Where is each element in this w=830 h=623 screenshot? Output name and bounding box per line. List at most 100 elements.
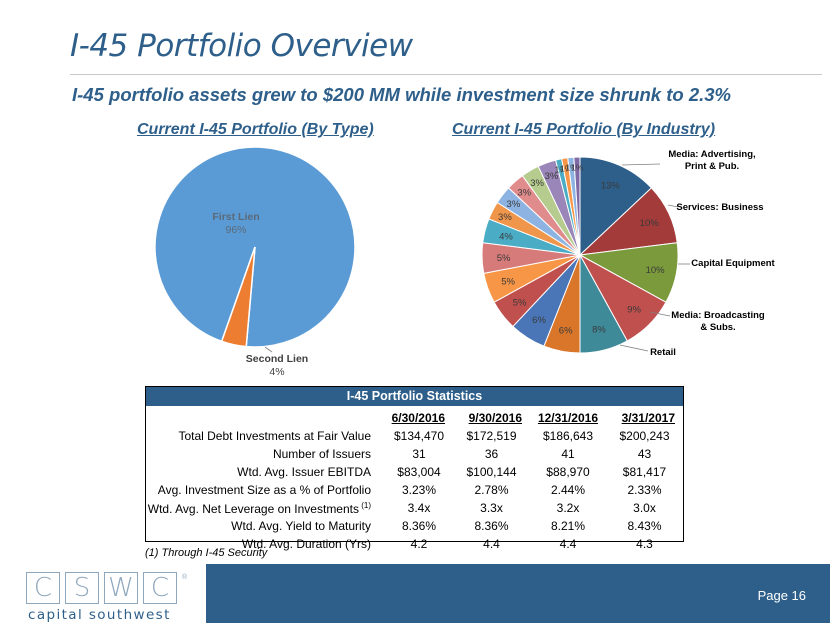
pie-leader-line bbox=[649, 311, 671, 317]
logo-letter: S bbox=[65, 572, 99, 604]
pie-slice-value: 9% bbox=[627, 305, 641, 316]
table-row: Wtd. Avg. Yield to Maturity 8.36% 8.36% 8.2… bbox=[146, 517, 683, 535]
stats-row-label: Wtd. Avg. Net Leverage on Investments (1… bbox=[146, 499, 385, 517]
stats-table-header: I-45 Portfolio Statistics bbox=[146, 387, 683, 406]
stats-cell: 4.4 bbox=[483, 537, 500, 551]
logo-letter: W bbox=[104, 572, 138, 604]
pie-slice bbox=[220, 246, 256, 348]
pie-slice-value: 5% bbox=[501, 276, 515, 287]
stats-cell: 2.78% bbox=[474, 483, 509, 497]
pie-slice-value: 3% bbox=[530, 178, 544, 189]
pie-leader-line bbox=[619, 344, 649, 352]
logo-company-name: capital southwest bbox=[28, 607, 171, 623]
stats-cell: $88,970 bbox=[546, 465, 590, 479]
table-row: Wtd. Avg. Duration (Yrs) 4.2 4.4 4.4 4.3 bbox=[146, 535, 683, 553]
pie-slice-value: 1% bbox=[566, 163, 579, 173]
stats-row-label: Wtd. Avg. Issuer EBITDA bbox=[146, 463, 385, 481]
pie-slice-value: 6% bbox=[559, 326, 573, 337]
stats-cell: $200,243 bbox=[619, 429, 670, 443]
stats-row-label: Number of Issuers bbox=[146, 445, 385, 463]
pie-slice-label: First Lien bbox=[212, 211, 259, 223]
stats-cell: 8.36% bbox=[401, 519, 437, 533]
stats-col-header: 3/31/2017 bbox=[621, 410, 675, 425]
stats-column-headers: 6/30/2016 9/30/2016 12/31/2016 3/31/2017 bbox=[146, 408, 683, 427]
page-title: I-45 Portfolio Overview bbox=[70, 28, 413, 64]
pie-slice-value: 3% bbox=[545, 171, 559, 182]
stats-cell: 2.33% bbox=[627, 483, 662, 497]
stats-cell: 3.23% bbox=[401, 483, 437, 497]
stats-cell: 36 bbox=[484, 447, 499, 461]
company-logo: C S W C ® capital southwest bbox=[0, 564, 206, 623]
pie-slice-value: 4% bbox=[269, 366, 284, 378]
stats-cell: 3.4x bbox=[407, 501, 431, 515]
pie-leader-line bbox=[264, 346, 273, 353]
stats-cell: 3.2x bbox=[556, 501, 580, 515]
stats-row-label-text: Number of Issuers bbox=[272, 447, 371, 461]
pie-slice-value: 1% bbox=[560, 163, 573, 173]
stats-row-label: Total Debt Investments at Fair Value bbox=[146, 427, 385, 445]
table-row: Avg. Investment Size as a % of Portfolio… bbox=[146, 481, 683, 499]
stats-cell: $172,519 bbox=[466, 429, 517, 443]
chart-title-by-industry: Current I-45 Portfolio (By Industry) bbox=[452, 121, 716, 138]
stats-row-label: Wtd. Avg. Duration (Yrs) bbox=[146, 535, 385, 553]
stats-cell: $186,643 bbox=[542, 429, 594, 443]
pie-slice-value: 13% bbox=[601, 180, 621, 191]
logo-registered-mark: ® bbox=[182, 574, 188, 581]
stats-cell: 3.0x bbox=[633, 501, 656, 515]
stats-cell: $100,144 bbox=[466, 465, 517, 479]
pie-slice-value: 5% bbox=[497, 253, 511, 264]
pie-category-label: Capital Equipment bbox=[691, 258, 775, 269]
pie-slice-value: 3% bbox=[517, 187, 531, 198]
pie-slice-value: 3% bbox=[498, 212, 512, 223]
pie-slice bbox=[573, 156, 581, 256]
table-row: Number of Issuers 31 36 41 43 bbox=[146, 445, 683, 463]
stats-cell: $134,470 bbox=[393, 429, 445, 443]
stats-cell: 8.43% bbox=[627, 519, 662, 533]
pie-slice bbox=[579, 156, 653, 257]
stats-cell: 4.2 bbox=[410, 537, 428, 551]
pie-slice-value: 3% bbox=[507, 199, 521, 210]
pie-category-label: Retail bbox=[650, 347, 676, 358]
page-subtitle: I-45 portfolio assets grew to $200 MM wh… bbox=[72, 84, 731, 105]
stats-table: 6/30/2016 9/30/2016 12/31/2016 3/31/2017… bbox=[146, 408, 683, 553]
stats-row-label: Wtd. Avg. Yield to Maturity bbox=[146, 517, 385, 535]
pie-slice-value: 8% bbox=[592, 325, 606, 336]
logo-letter: C bbox=[143, 572, 177, 604]
stats-col-header: 9/30/2016 bbox=[468, 410, 522, 425]
stats-cell: 43 bbox=[637, 447, 652, 461]
stats-row-label-text: Wtd. Avg. Net Leverage on Investments bbox=[147, 501, 359, 516]
table-row: Total Debt Investments at Fair Value $134… bbox=[146, 427, 683, 445]
stats-cell: 4.4 bbox=[559, 537, 577, 551]
pie-category-label: Services: Business bbox=[676, 202, 763, 213]
stats-row-label-text: Avg. Investment Size as a % of Portfolio bbox=[157, 483, 371, 497]
chart-title-by-type: Current I-45 Portfolio (By Type) bbox=[137, 121, 374, 138]
stats-cell: 8.21% bbox=[550, 519, 586, 533]
stats-row-label-text: Wtd. Avg. Yield to Maturity bbox=[231, 519, 371, 533]
pie-leader-line bbox=[667, 204, 679, 208]
table-row: Wtd. Avg. Net Leverage on Investments (1… bbox=[146, 499, 683, 517]
pie-category-label: Media: Advertising, Print & Pub. bbox=[668, 149, 755, 172]
footnote: (1) Through I-45 Security bbox=[145, 547, 268, 559]
title-divider bbox=[70, 74, 822, 75]
page-number: Page 16 bbox=[757, 588, 806, 603]
table-row: Wtd. Avg. Issuer EBITDA $83,004 $100,144 $8… bbox=[146, 463, 683, 481]
pie-slice-value: 4% bbox=[499, 231, 513, 242]
pie-slice-value: 96% bbox=[225, 224, 246, 236]
pie-slice-label: Second Lien bbox=[246, 353, 308, 365]
stats-col-header: 12/31/2016 bbox=[537, 410, 598, 425]
stats-cell: 4.3 bbox=[636, 537, 653, 551]
footnote-marker: (1) bbox=[359, 500, 371, 510]
stats-row-label-text: Wtd. Avg. Issuer EBITDA bbox=[237, 465, 371, 479]
stats-row-label: Avg. Investment Size as a % of Portfolio bbox=[146, 481, 385, 499]
stats-cell: 41 bbox=[561, 447, 575, 461]
stats-cell: 31 bbox=[412, 447, 426, 461]
pie-slice-value: 10% bbox=[646, 265, 666, 276]
pie-slice-value: 1% bbox=[555, 164, 568, 174]
pie-leader-line bbox=[621, 163, 661, 166]
stats-col-header: 6/30/2016 bbox=[391, 410, 445, 425]
stats-cell: 2.44% bbox=[550, 483, 586, 497]
pie-slice-value: 1% bbox=[571, 162, 584, 172]
pie-slice-value: 5% bbox=[513, 297, 527, 308]
